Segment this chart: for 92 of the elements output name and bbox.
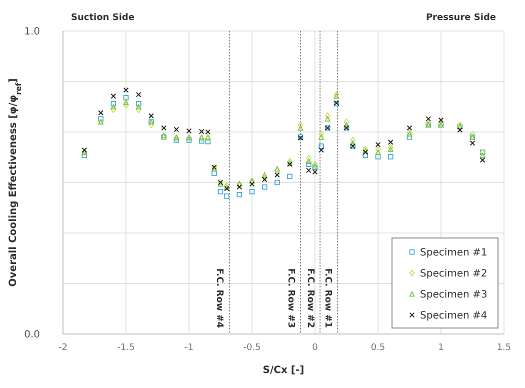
point	[324, 116, 330, 122]
point	[375, 154, 381, 160]
x-tick-label: -1	[184, 343, 194, 353]
point	[110, 106, 116, 114]
point	[198, 138, 204, 144]
y-tick-label: 0.0	[24, 330, 40, 340]
point	[174, 134, 180, 140]
point	[249, 188, 255, 194]
y-tick-label: 1.0	[24, 26, 40, 38]
point	[262, 172, 268, 178]
x-tick-label: -0.5	[243, 343, 261, 353]
legend-label: Specimen #4	[420, 310, 488, 322]
x-tick-label: 1.5	[496, 343, 512, 353]
point	[110, 93, 116, 99]
point	[344, 118, 350, 126]
point	[480, 157, 486, 163]
text: Pressure Side	[426, 13, 496, 23]
point	[298, 125, 304, 131]
point	[212, 170, 217, 176]
point	[388, 146, 394, 152]
point	[218, 188, 224, 194]
point	[98, 110, 104, 116]
ref-line-label: F.C. Row #2	[304, 268, 315, 328]
point	[186, 134, 192, 140]
point	[236, 192, 242, 198]
point	[205, 134, 211, 140]
point	[249, 181, 255, 187]
point	[287, 174, 292, 180]
x-tick-label: -1.5	[117, 343, 135, 353]
point	[123, 87, 129, 93]
legend-label: Specimen #1	[420, 248, 488, 258]
point	[480, 152, 486, 158]
x-tick-label: 0	[312, 343, 318, 353]
text: Suction Side	[71, 13, 134, 23]
point	[318, 134, 324, 140]
point	[426, 116, 432, 122]
point	[306, 162, 312, 167]
x-tick-label: -2	[58, 343, 68, 353]
point	[470, 140, 476, 146]
point	[406, 125, 412, 131]
point	[148, 113, 154, 119]
point	[375, 150, 381, 155]
point	[470, 130, 476, 138]
x-axis-title: S/Cx [-]	[262, 365, 304, 376]
point	[318, 147, 324, 153]
point	[82, 152, 88, 158]
point	[262, 184, 268, 190]
ref-line-label: F.C. Row #4	[214, 268, 224, 328]
point	[161, 125, 166, 131]
point	[205, 138, 211, 144]
point	[406, 134, 412, 140]
point	[350, 140, 356, 146]
point	[388, 140, 394, 145]
point	[438, 117, 444, 123]
point	[136, 101, 142, 106]
point	[174, 126, 180, 132]
point	[457, 127, 463, 133]
point	[110, 104, 116, 110]
point	[388, 154, 394, 160]
point	[262, 176, 268, 182]
point	[350, 136, 356, 144]
ref-line-label: F.C. Row #1	[322, 268, 333, 328]
point	[324, 112, 330, 120]
point	[274, 180, 280, 186]
point	[318, 130, 324, 138]
x-tick-label: 1	[438, 343, 444, 353]
point	[148, 122, 154, 128]
point	[236, 184, 242, 190]
point	[123, 102, 129, 108]
point	[198, 134, 204, 140]
point	[98, 116, 104, 122]
point	[306, 155, 312, 162]
point	[186, 128, 192, 134]
point	[318, 143, 324, 149]
point	[375, 142, 381, 148]
point	[110, 101, 116, 106]
legend-label: Specimen #2	[420, 268, 488, 280]
point	[274, 172, 280, 178]
point	[123, 95, 129, 100]
point	[306, 158, 312, 164]
point	[136, 106, 142, 114]
point	[136, 104, 142, 110]
point	[298, 122, 304, 128]
point	[344, 122, 350, 128]
point	[406, 131, 412, 137]
point	[224, 193, 230, 199]
legend-label: Specimen #3	[420, 290, 488, 300]
ref-line-label: F.C. Row #3	[285, 268, 296, 328]
x-tick-label: 0.5	[370, 343, 386, 353]
point	[123, 100, 129, 105]
point	[136, 92, 142, 98]
point	[375, 146, 381, 152]
